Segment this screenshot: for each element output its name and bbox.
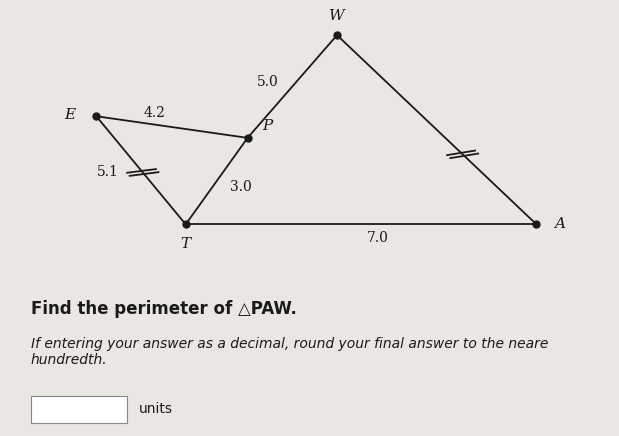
Text: If entering your answer as a decimal, round your final answer to the neare
hundr: If entering your answer as a decimal, ro… xyxy=(31,337,548,367)
Text: E: E xyxy=(64,108,76,122)
Text: units: units xyxy=(139,402,173,416)
Text: T: T xyxy=(181,236,191,251)
Text: W: W xyxy=(329,9,345,23)
Text: Find the perimeter of △PAW.: Find the perimeter of △PAW. xyxy=(31,300,297,318)
Text: 7.0: 7.0 xyxy=(367,231,389,245)
Text: 4.2: 4.2 xyxy=(144,106,166,120)
FancyBboxPatch shape xyxy=(31,396,127,423)
Text: 5.0: 5.0 xyxy=(257,75,279,89)
Text: P: P xyxy=(262,119,273,133)
Text: 5.1: 5.1 xyxy=(97,165,118,179)
Text: 3.0: 3.0 xyxy=(230,180,252,194)
Text: A: A xyxy=(553,218,565,232)
